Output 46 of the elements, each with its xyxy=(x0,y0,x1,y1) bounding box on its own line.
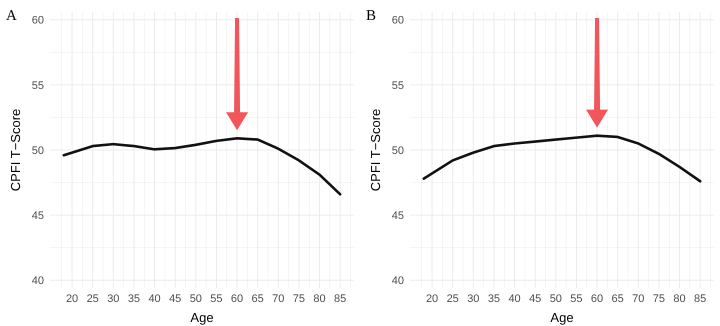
y-tick-label: 45 xyxy=(32,210,44,222)
x-tick-label: 65 xyxy=(252,293,264,305)
x-tick-label: 75 xyxy=(652,293,666,305)
x-tick-label: 75 xyxy=(292,293,306,305)
y-tick-label: 55 xyxy=(392,80,404,92)
x-tick-label: 35 xyxy=(488,293,500,305)
x-tick-label: 70 xyxy=(272,293,284,305)
y-tick-label: 55 xyxy=(32,80,44,92)
y-tick-label: 60 xyxy=(392,14,404,27)
x-tick-label: 20 xyxy=(426,293,438,305)
y-tick-label: 50 xyxy=(392,144,404,157)
line-series xyxy=(422,134,702,183)
y-tick-label: 40 xyxy=(32,275,44,288)
x-tick-label: 45 xyxy=(529,293,542,305)
x-tick-label: 60 xyxy=(230,293,244,305)
x-tick-label: 30 xyxy=(107,293,120,305)
x-tick-label: 85 xyxy=(694,293,706,305)
x-tick-label: 85 xyxy=(334,293,346,305)
chart-title: B xyxy=(366,8,376,24)
x-tick-label: 25 xyxy=(446,293,459,305)
x-tick-label: 45 xyxy=(169,293,182,305)
x-tick-label: 50 xyxy=(550,293,562,305)
chart-title: A xyxy=(6,8,17,24)
x-tick-label: 70 xyxy=(632,293,644,305)
y-tick-label: 50 xyxy=(32,144,44,157)
x-tick-label: 80 xyxy=(313,293,326,305)
x-axis-title: Age xyxy=(190,310,214,325)
x-tick-label: 55 xyxy=(210,293,223,305)
x-tick-label: 20 xyxy=(66,293,78,305)
x-tick-label: 80 xyxy=(673,293,686,305)
y-axis-title: CPFI T−Score xyxy=(8,108,23,192)
y-tick-label: 60 xyxy=(32,14,44,27)
x-tick-label: 35 xyxy=(128,293,140,305)
x-tick-label: 25 xyxy=(86,293,99,305)
x-tick-label: 40 xyxy=(508,293,521,305)
x-tick-label: 50 xyxy=(190,293,202,305)
x-tick-label: 55 xyxy=(570,293,583,305)
x-tick-label: 65 xyxy=(612,293,624,305)
y-axis-title: CPFI T−Score xyxy=(368,108,383,192)
x-tick-label: 40 xyxy=(148,293,161,305)
x-axis-title: Age xyxy=(550,310,574,325)
x-tick-label: 30 xyxy=(467,293,480,305)
y-tick-label: 40 xyxy=(392,275,404,288)
y-tick-label: 45 xyxy=(392,210,404,222)
x-tick-label: 60 xyxy=(590,293,604,305)
line-series xyxy=(62,136,342,196)
